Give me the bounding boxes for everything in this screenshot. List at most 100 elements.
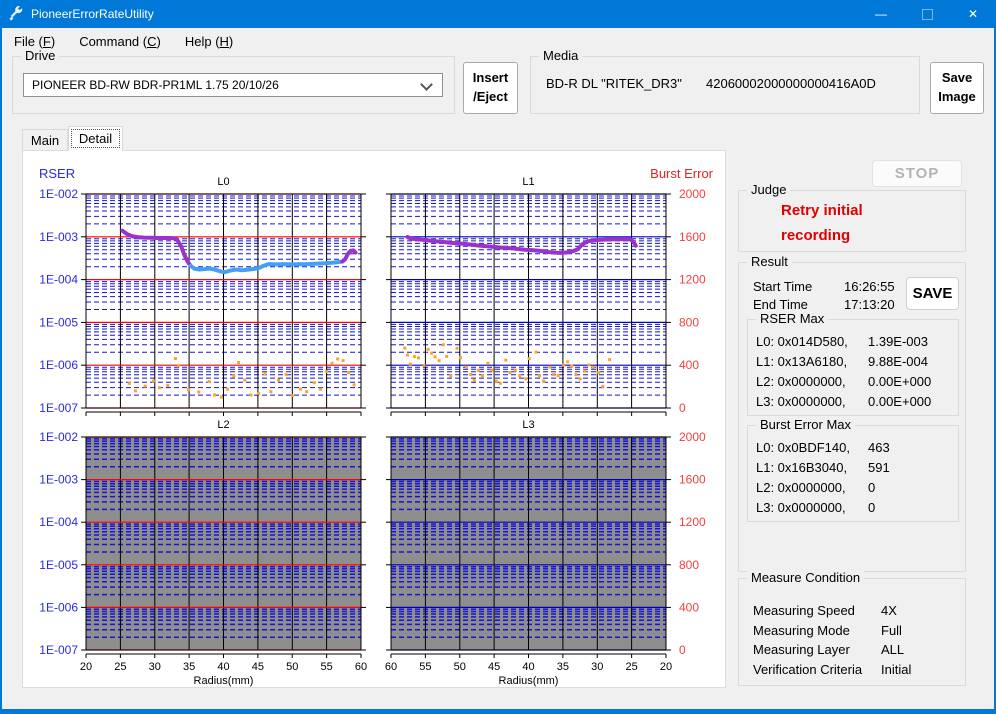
burst-error-point	[579, 377, 582, 380]
burst-error-point	[562, 364, 565, 367]
burst-error-point	[291, 394, 294, 397]
svg-text:25: 25	[626, 661, 638, 673]
app-wrench-icon	[8, 6, 24, 22]
media-type: BD-R DL "RITEK_DR3"	[546, 76, 682, 91]
rser-max-row: L2: 0x0000000,0.00E+000	[756, 374, 952, 389]
burst-error-point	[518, 374, 521, 377]
media-groupbox: Media BD-R DL "RITEK_DR3" 42060002000000…	[530, 56, 920, 114]
burst-error-point	[417, 356, 420, 359]
burst-error-point	[508, 371, 511, 374]
chevron-down-icon	[420, 78, 433, 91]
svg-text:60: 60	[385, 661, 397, 673]
burst-error-point	[353, 383, 356, 386]
chart-L2: L21E-0021E-0031E-0041E-0051E-0061E-00720…	[39, 419, 367, 687]
burst-error-point	[243, 379, 246, 382]
menu-item-h[interactable]: Help (H)	[185, 34, 233, 49]
rser-max-addr: L1: 0x13A6180,	[756, 354, 847, 369]
svg-text:2000: 2000	[679, 187, 706, 201]
svg-text:L1: L1	[522, 176, 534, 188]
burst-error-point	[226, 388, 229, 391]
svg-text:Burst Error: Burst Error	[650, 166, 714, 181]
burst-error-point	[331, 362, 334, 365]
burst-error-point	[177, 364, 180, 367]
measure-value: 4X	[881, 603, 897, 618]
burst-error-point	[552, 373, 555, 376]
burst-error-point	[557, 374, 560, 377]
svg-text:L0: L0	[217, 176, 229, 188]
drive-select[interactable]: PIONEER BD-RW BDR-PR1ML 1.75 20/10/26	[23, 73, 443, 97]
burst-error-max-addr: L1: 0x16B3040,	[756, 460, 847, 475]
burst-error-max-value: 0	[868, 480, 875, 495]
svg-text:800: 800	[679, 315, 699, 329]
menu-item-f[interactable]: File (F)	[14, 34, 55, 49]
burst-error-point	[570, 365, 573, 368]
maximize-button[interactable]	[904, 0, 950, 28]
burst-error-point	[409, 363, 412, 366]
burst-error-point	[430, 352, 433, 355]
svg-text:Radius(mm): Radius(mm)	[499, 675, 559, 687]
burst-error-point	[285, 373, 288, 376]
burst-error-point	[305, 390, 308, 393]
judge-group-label: Judge	[747, 183, 790, 197]
start-time-value: 16:26:55	[844, 279, 895, 294]
burst-error-max-addr: L0: 0x0BDF140,	[756, 440, 850, 455]
burst-error-point	[449, 374, 452, 377]
tab-main[interactable]: Main	[22, 129, 68, 151]
result-group-label: Result	[747, 255, 792, 269]
menu-item-c[interactable]: Command (C)	[79, 34, 161, 49]
svg-text:35: 35	[557, 661, 569, 673]
burst-error-point	[456, 347, 459, 350]
burst-error-point	[237, 361, 240, 364]
rser-max-value: 0.00E+000	[868, 374, 931, 389]
burst-error-point	[538, 374, 541, 377]
burst-error-point	[542, 380, 545, 383]
svg-text:40: 40	[217, 661, 229, 673]
burst-error-max-row: L0: 0x0BDF140, 463	[756, 440, 952, 455]
burst-error-point	[406, 354, 409, 357]
rser-max-addr: L0: 0x014D580,	[756, 334, 848, 349]
measure-condition-row: Measuring ModeFull	[753, 623, 953, 638]
stop-button[interactable]: STOP	[872, 160, 962, 187]
judge-groupbox: Judge Retry initial recording	[738, 190, 966, 252]
svg-text:1200: 1200	[679, 273, 706, 287]
measure-condition-row: Measuring LayerALL	[753, 642, 953, 657]
svg-text:1600: 1600	[679, 230, 706, 244]
burst-error-max-addr: L3: 0x0000000,	[756, 500, 846, 515]
svg-text:50: 50	[454, 661, 466, 673]
burst-error-point	[499, 382, 502, 385]
save-image-button[interactable]: Save Image	[930, 62, 984, 114]
svg-text:1E-004: 1E-004	[39, 273, 78, 287]
close-button[interactable]: ✕	[950, 0, 996, 28]
burst-error-point	[601, 385, 604, 388]
burst-error-point	[128, 382, 131, 385]
insert-eject-label-1: Insert	[473, 69, 508, 88]
svg-text:1E-007: 1E-007	[39, 643, 78, 657]
svg-text:45: 45	[488, 661, 500, 673]
insert-eject-button[interactable]: Insert /Eject	[463, 62, 518, 114]
svg-text:55: 55	[321, 661, 333, 673]
burst-error-point	[257, 392, 260, 395]
svg-text:1E-002: 1E-002	[39, 430, 78, 444]
burst-error-max-row: L1: 0x16B3040,591	[756, 460, 952, 475]
burst-error-point	[336, 358, 339, 361]
burst-error-max-value: 463	[868, 440, 890, 455]
burst-error-point	[144, 385, 147, 388]
svg-text:1600: 1600	[679, 473, 706, 487]
chart-L0: L01E-0021E-0031E-0041E-0051E-0061E-007	[39, 176, 366, 416]
burst-error-point	[423, 364, 426, 367]
burst-error-point	[134, 389, 137, 392]
maximize-icon	[922, 9, 933, 20]
burst-error-point	[442, 343, 445, 346]
end-time-value: 17:13:20	[844, 297, 895, 312]
minimize-button[interactable]: —	[858, 0, 904, 28]
burst-error-point	[187, 388, 190, 391]
tab-detail[interactable]: Detail	[68, 126, 123, 151]
svg-text:Radius(mm): Radius(mm)	[194, 675, 254, 687]
burst-error-point	[504, 359, 507, 362]
burst-error-point	[427, 348, 430, 351]
svg-text:L3: L3	[522, 419, 534, 431]
media-group-label: Media	[539, 49, 582, 63]
save-button[interactable]: SAVE	[906, 277, 959, 310]
measure-name: Measuring Speed	[753, 603, 855, 618]
rser-max-row: L0: 0x014D580,1.39E-003	[756, 334, 952, 349]
